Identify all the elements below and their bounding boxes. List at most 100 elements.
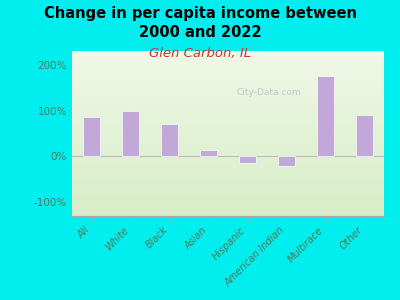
Bar [72,76,384,77]
Bar [72,180,384,181]
Bar [200,149,217,156]
Bar [72,107,384,109]
Bar [72,142,384,143]
Bar [72,178,384,180]
Bar [72,110,384,112]
Bar [72,127,384,128]
Bar [72,153,384,155]
Bar [72,71,384,72]
Bar [72,132,384,134]
Bar [72,135,384,137]
Text: City-Data.com: City-Data.com [236,88,301,97]
Bar [72,59,384,61]
Bar [72,167,384,168]
Bar [72,134,384,135]
Text: Change in per capita income between
2000 and 2022: Change in per capita income between 2000… [44,6,356,40]
Bar [72,102,384,104]
Bar [72,53,384,54]
Bar [72,213,384,214]
Bar [72,97,384,99]
Bar [72,147,384,148]
Bar [72,92,384,94]
Bar [72,193,384,194]
Bar [72,84,384,86]
Bar [72,115,384,117]
Bar [72,186,384,188]
Bar [72,64,384,66]
Bar [72,170,384,171]
Bar [72,72,384,74]
Bar [72,112,384,114]
Bar [72,124,384,125]
Bar [72,148,384,150]
Bar [72,82,384,84]
Bar [72,140,384,142]
Bar [72,77,384,79]
Bar [72,145,384,147]
Bar [72,54,384,56]
Bar [72,171,384,173]
Bar [72,99,384,100]
Bar [72,89,384,91]
Bar [72,165,384,167]
Bar [72,200,384,201]
Bar [72,183,384,184]
Bar [72,138,384,140]
Bar [72,168,384,170]
Bar [72,150,384,152]
Bar [72,81,384,82]
Bar [356,115,373,156]
Bar [72,198,384,200]
Bar [72,105,384,107]
Bar [72,175,384,176]
Bar [72,205,384,206]
Bar [72,176,384,178]
Bar [72,91,384,92]
Bar [72,128,384,130]
Bar [72,184,384,186]
Bar [72,208,384,209]
Bar [72,125,384,127]
Bar [72,211,384,213]
Bar [72,94,384,95]
Bar [72,95,384,97]
Bar [72,68,384,69]
Bar [72,143,384,145]
Bar [161,124,178,156]
Bar [72,206,384,208]
Bar [72,152,384,153]
Bar [72,194,384,196]
Bar [72,69,384,71]
Bar [72,79,384,81]
Bar [72,118,384,120]
Bar [72,120,384,122]
Bar [72,63,384,64]
Bar [72,161,384,163]
Bar [72,61,384,63]
Bar [72,188,384,190]
Bar [72,160,384,161]
Bar [72,74,384,76]
Bar [72,58,384,59]
Bar [72,155,384,157]
Bar [72,181,384,183]
Bar [72,191,384,193]
Bar [72,66,384,68]
Bar [72,130,384,132]
Bar [72,85,384,87]
Bar [72,100,384,102]
Bar [72,157,384,158]
Bar [72,56,384,58]
Bar [72,209,384,211]
Bar [72,203,384,205]
Bar [72,201,384,203]
Bar [72,196,384,198]
Bar [72,122,384,124]
Bar [72,173,384,175]
Bar [72,190,384,191]
Bar [72,117,384,118]
Bar [72,158,384,160]
Bar [83,118,100,156]
Bar [278,156,295,166]
Bar [72,104,384,105]
